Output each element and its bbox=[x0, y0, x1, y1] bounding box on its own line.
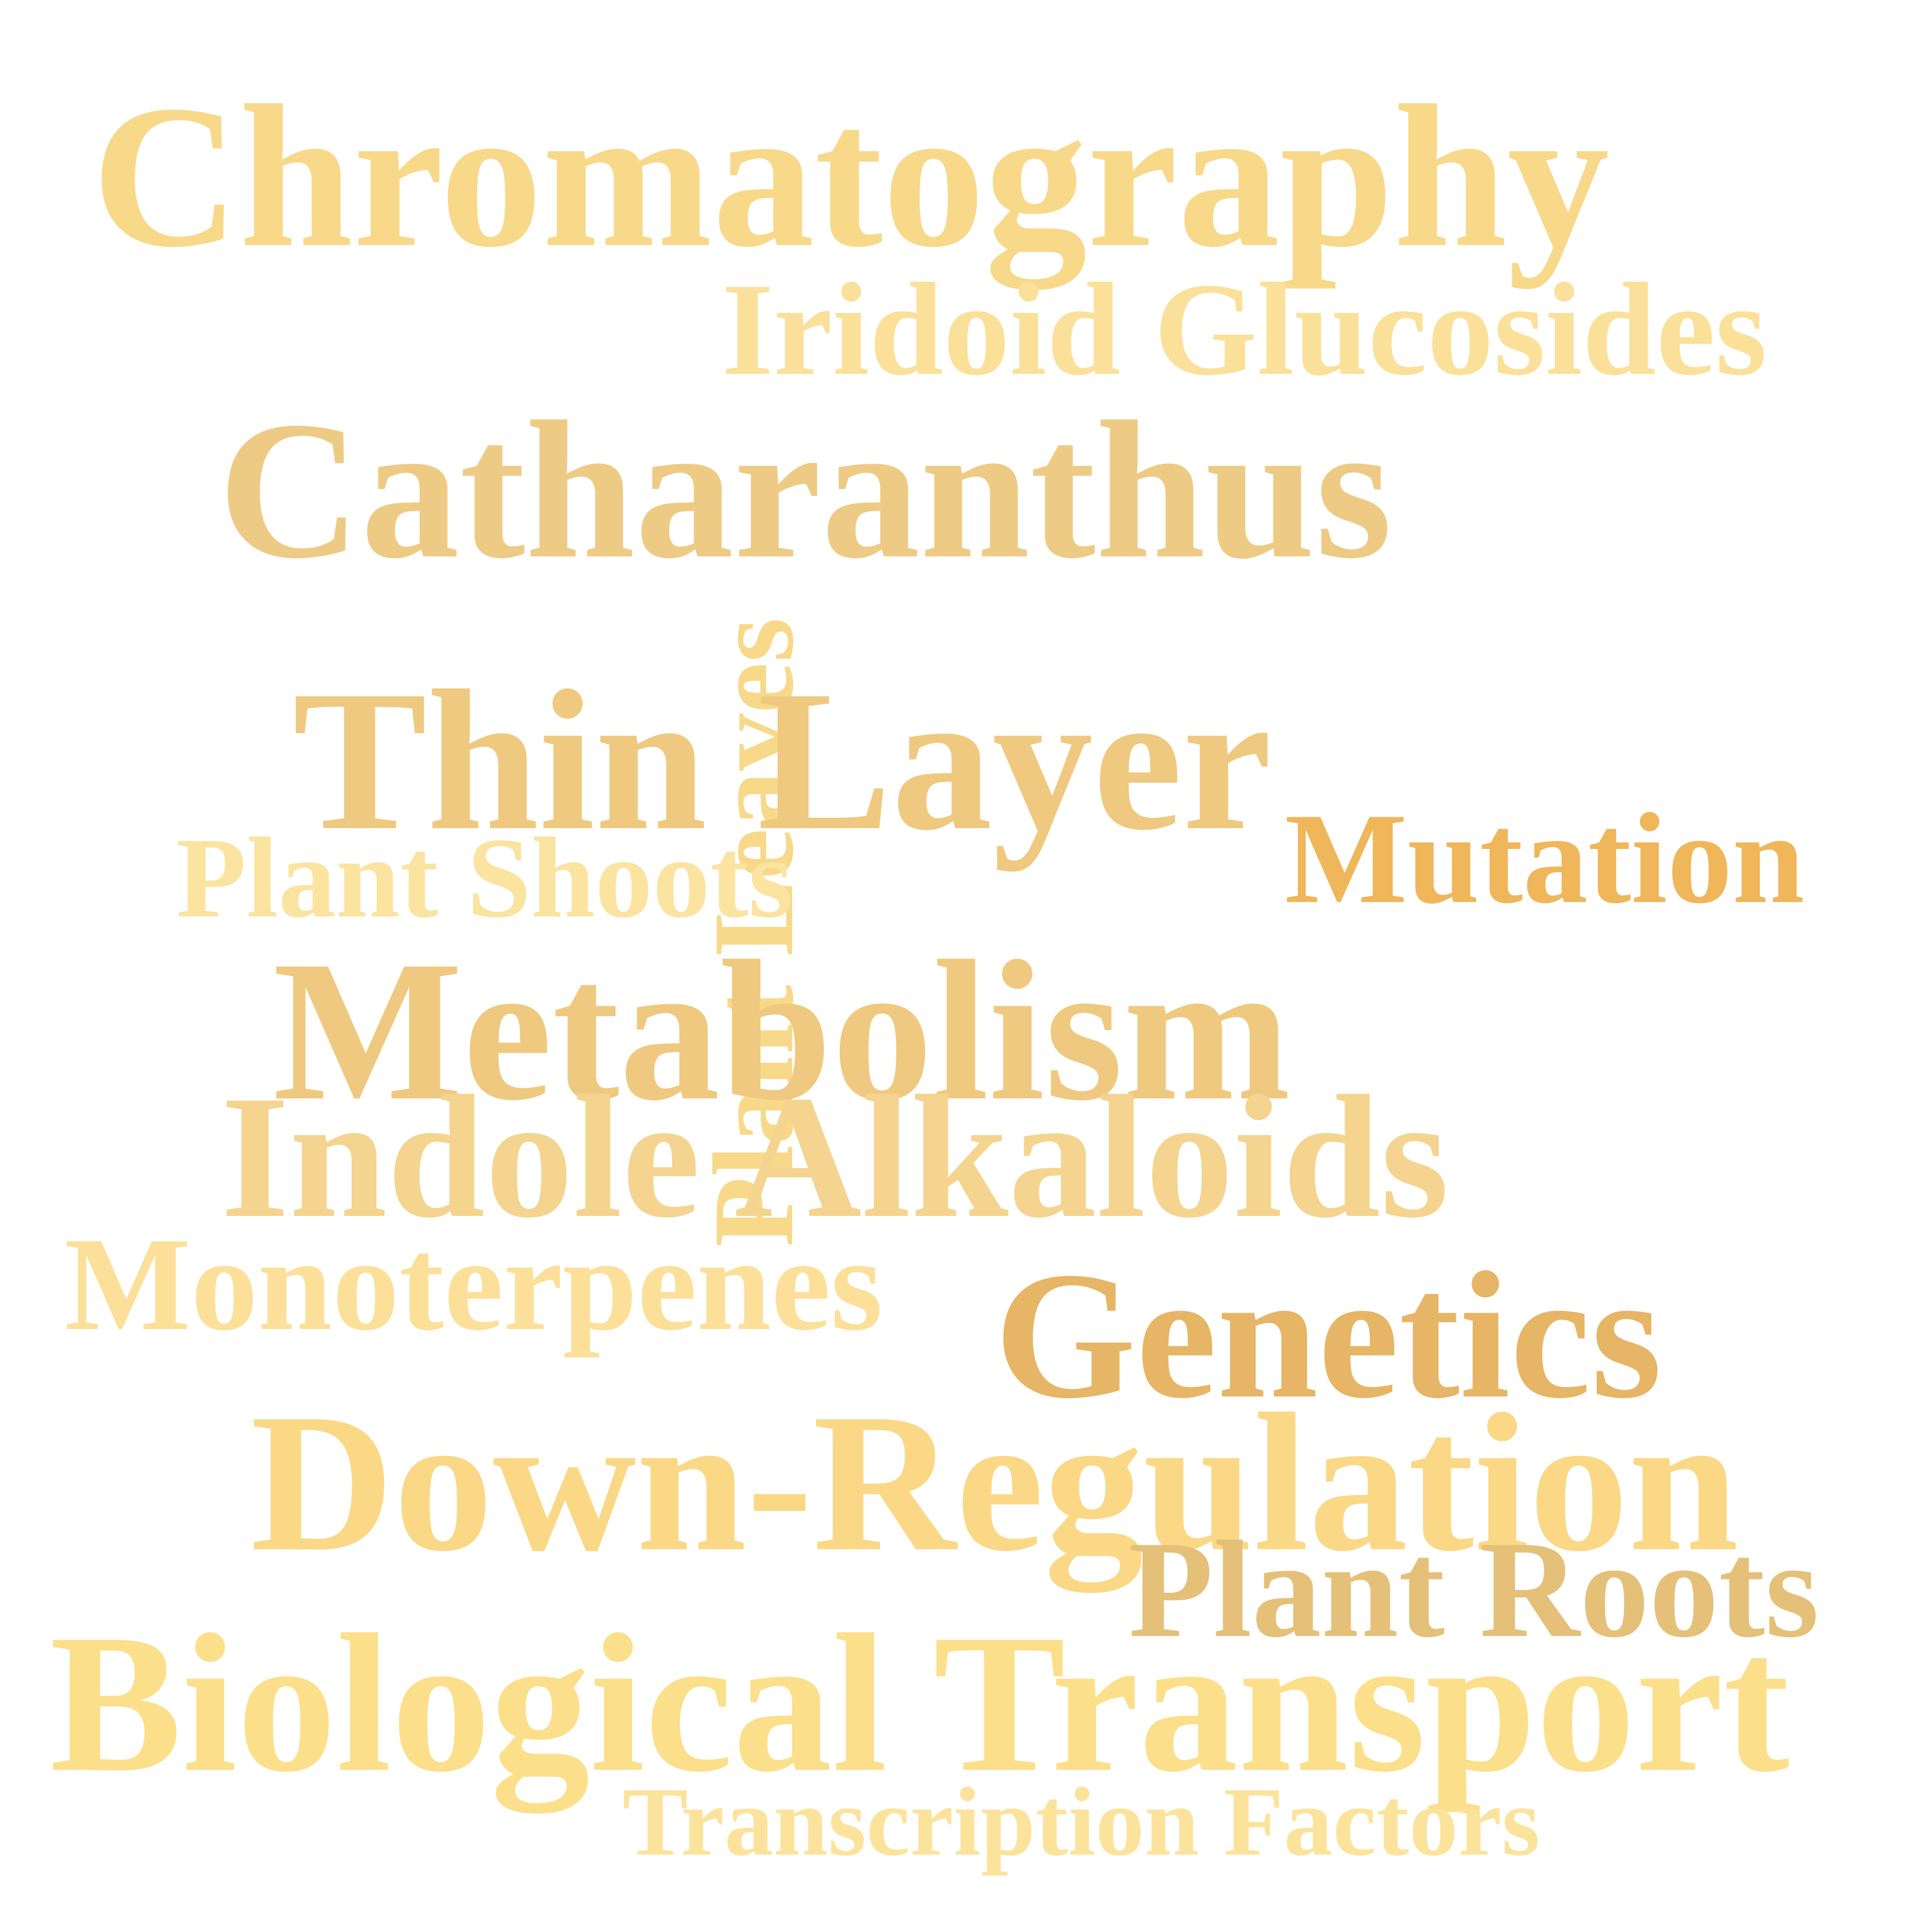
word-monoterpenes: Monoterpenes bbox=[64, 1210, 883, 1358]
word-down-regulation: Down-Regulation bbox=[250, 1373, 1739, 1592]
word-iridoid-glucosides: Iridoid Glucosides bbox=[722, 255, 1767, 403]
word-metabolism: Metabolism bbox=[273, 919, 1291, 1142]
word-plant-shoots: Plant Shoots bbox=[176, 814, 794, 942]
word-genetics: Genetics bbox=[995, 1235, 1662, 1436]
word-mutation: Mutation bbox=[1285, 786, 1805, 930]
word-transcription-factors: Transcription Factors bbox=[623, 1767, 1540, 1876]
word-plant-roots: Plant Roots bbox=[1128, 1512, 1819, 1666]
word-biological-transport: Biological Transport bbox=[50, 1593, 1790, 1813]
word-thin-layer: Thin Layer bbox=[293, 649, 1272, 872]
word-catharanthus: Catharanthus bbox=[218, 381, 1392, 600]
word-chromatography: Chromatography bbox=[92, 63, 1610, 290]
word-indole-alkaloids: Indole Alkaloids bbox=[221, 1059, 1449, 1254]
